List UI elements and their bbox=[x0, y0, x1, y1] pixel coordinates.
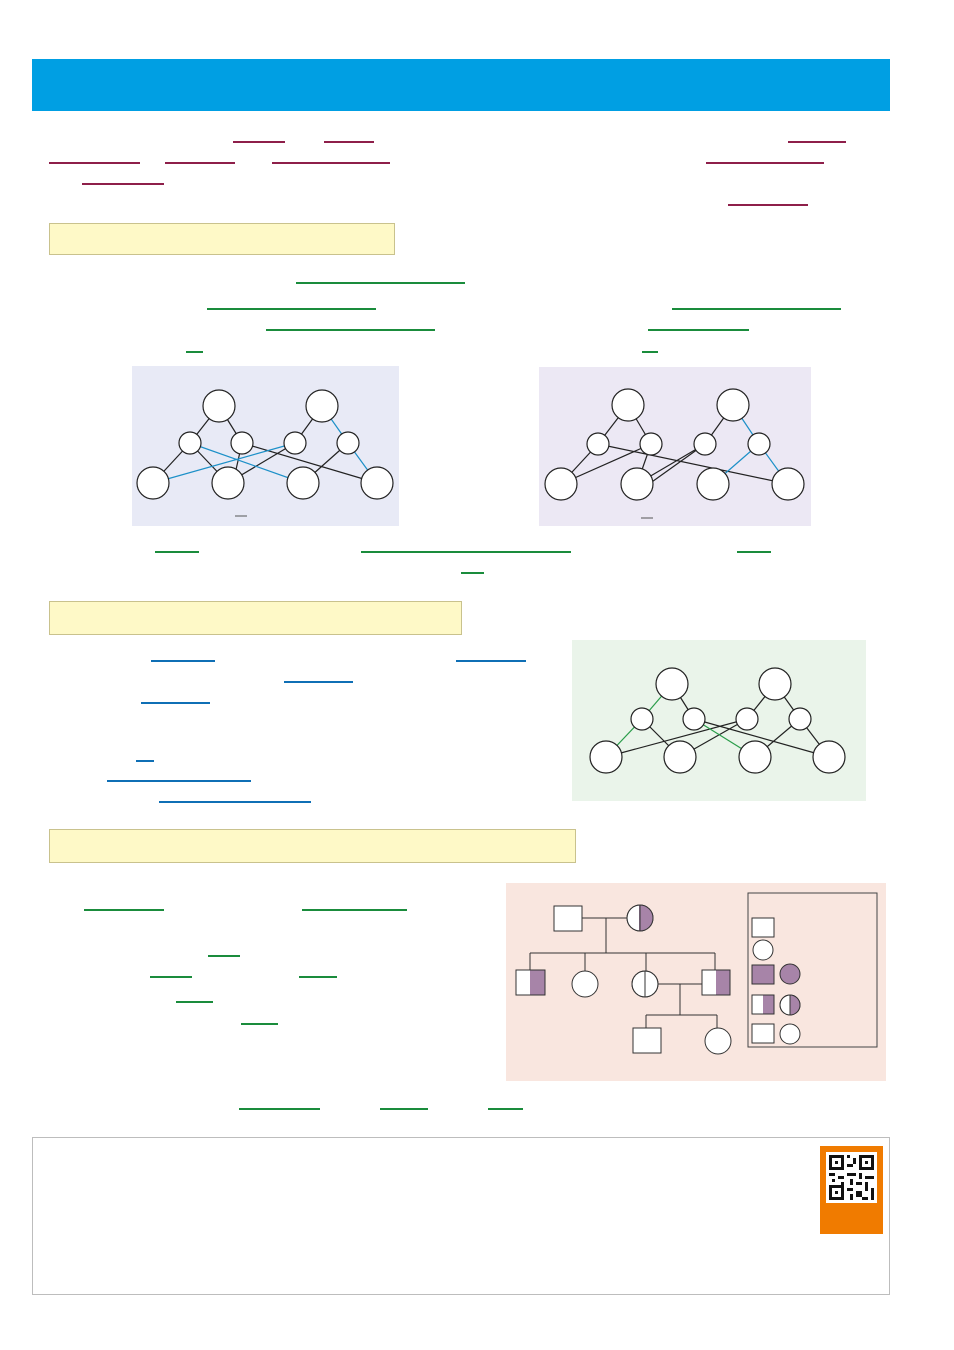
term-underline[interactable] bbox=[302, 909, 407, 911]
link-underline[interactable] bbox=[284, 681, 353, 683]
term-underline[interactable] bbox=[176, 1001, 213, 1003]
footer-box bbox=[32, 1137, 890, 1295]
intro-term-link[interactable] bbox=[49, 162, 140, 164]
term-underline[interactable] bbox=[737, 551, 771, 553]
intro-term-link[interactable] bbox=[82, 183, 164, 185]
intro-term-link[interactable] bbox=[233, 141, 285, 143]
intro-term-link[interactable] bbox=[272, 162, 390, 164]
link-underline[interactable] bbox=[159, 801, 311, 803]
term-underline[interactable] bbox=[207, 308, 376, 310]
intro-term-link[interactable] bbox=[788, 141, 846, 143]
link-underline[interactable] bbox=[456, 660, 526, 662]
term-underline[interactable] bbox=[84, 909, 164, 911]
pedigree-male bbox=[553, 905, 583, 932]
link-underline[interactable] bbox=[141, 702, 210, 704]
crossing-diagram-b bbox=[539, 367, 811, 526]
intro-term-link[interactable] bbox=[165, 162, 235, 164]
intro-term-link[interactable] bbox=[706, 162, 824, 164]
link-underline[interactable] bbox=[107, 780, 251, 782]
crossing-diagram-c bbox=[572, 640, 866, 801]
term-underline[interactable] bbox=[266, 329, 435, 331]
qr-code-icon[interactable] bbox=[826, 1152, 877, 1203]
term-underline[interactable] bbox=[186, 351, 203, 353]
term-underline[interactable] bbox=[296, 282, 465, 284]
term-underline[interactable] bbox=[642, 351, 658, 353]
term-underline[interactable] bbox=[239, 1108, 320, 1110]
qr-badge[interactable] bbox=[820, 1146, 883, 1234]
term-underline[interactable] bbox=[648, 329, 749, 331]
term-underline[interactable] bbox=[672, 308, 841, 310]
chapter-banner bbox=[32, 59, 890, 111]
section-header-1 bbox=[49, 223, 395, 255]
pedigree-chart bbox=[506, 883, 886, 1081]
term-underline[interactable] bbox=[461, 572, 484, 574]
crossing-diagram-a bbox=[132, 366, 399, 526]
term-underline[interactable] bbox=[299, 976, 337, 978]
term-underline[interactable] bbox=[155, 551, 199, 553]
intro-term-link[interactable] bbox=[324, 141, 374, 143]
section-header-2 bbox=[49, 601, 462, 635]
section-header-3 bbox=[49, 829, 576, 863]
link-underline[interactable] bbox=[151, 660, 215, 662]
term-underline[interactable] bbox=[380, 1108, 428, 1110]
link-underline[interactable] bbox=[136, 760, 154, 762]
term-underline[interactable] bbox=[488, 1108, 523, 1110]
intro-term-link[interactable] bbox=[728, 204, 808, 206]
term-underline[interactable] bbox=[361, 551, 571, 553]
term-underline[interactable] bbox=[241, 1023, 278, 1025]
term-underline[interactable] bbox=[208, 955, 240, 957]
term-underline[interactable] bbox=[150, 976, 192, 978]
